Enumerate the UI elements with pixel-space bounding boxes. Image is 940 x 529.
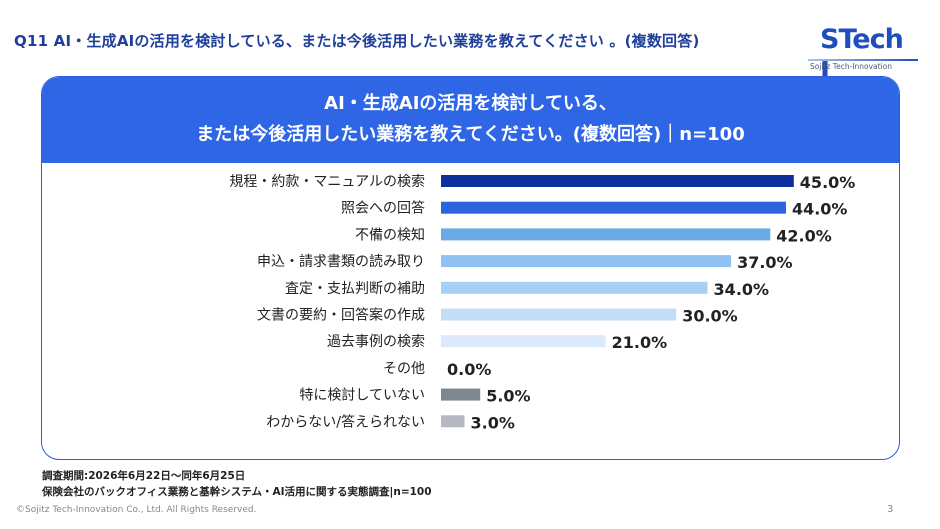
chart-header: AI・生成AIの活用を検討している、 または今後活用したい業務を教えてください。… (42, 77, 899, 163)
bar (441, 415, 465, 428)
company-logo: STech I Sojitz Tech-Innovation (808, 24, 918, 86)
category-label: その他 (383, 361, 425, 377)
bar (441, 228, 771, 241)
value-label: 30.0% (682, 307, 738, 326)
category-label: わからない/答えられない (266, 413, 425, 430)
question-title: Q11 AI・生成AIの活用を検討している、または今後活用したい業務を教えてくだ… (14, 32, 700, 50)
category-label: 不備の検知 (355, 226, 425, 243)
logo-underline (808, 59, 918, 61)
copyright-text: ©Sojitz Tech-Innovation Co., Ltd. All Ri… (16, 505, 257, 515)
value-label: 42.0% (776, 226, 832, 245)
chart-title-line2: または今後活用したい業務を教えてください。(複数回答)｜n=100 (196, 124, 745, 145)
bar (441, 255, 732, 268)
category-label: 査定・支払判断の補助 (285, 281, 425, 297)
bar (441, 308, 677, 321)
category-label: 特に検討していない (299, 388, 425, 404)
chart-title-line1: AI・生成AIの活用を検討している、 (324, 93, 617, 114)
value-label: 45.0% (800, 173, 856, 192)
chart-panel: AI・生成AIの活用を検討している、 または今後活用したい業務を教えてください。… (41, 76, 900, 460)
bar (441, 335, 606, 348)
bar (441, 201, 786, 214)
category-label: 申込・請求書類の読み取り (257, 253, 425, 270)
survey-description: 保険会社のバックオフィス業務と基幹システム・AI活用に関する実態調査|n=100 (42, 486, 432, 498)
survey-period: 調査期間:2026年6月22日〜同年6月25日 (42, 470, 246, 482)
bar (441, 281, 708, 294)
bar-chart: 規程・約款・マニュアルの検索 45.0% 照会への回答 44.0% 不備の検知 42.0%… (229, 173, 856, 432)
value-label: 37.0% (737, 253, 793, 272)
bar (441, 388, 481, 401)
value-label: 34.0% (714, 280, 770, 299)
logo-subtitle: Sojitz Tech-Innovation (810, 62, 892, 71)
value-label: 3.0% (471, 413, 515, 432)
logo-wordmark: STech I (820, 24, 904, 86)
category-label: 文書の要約・回答案の作成 (257, 307, 425, 324)
value-label: 21.0% (612, 333, 668, 352)
page-number: 3 (887, 504, 894, 515)
value-label: 5.0% (486, 387, 530, 406)
category-label: 過去事例の検索 (327, 333, 425, 350)
bar (441, 175, 794, 187)
value-label: 0.0% (447, 360, 491, 379)
value-label: 44.0% (792, 200, 848, 219)
category-label: 規程・約款・マニュアルの検索 (229, 173, 425, 190)
category-label: 照会への回答 (341, 200, 425, 217)
